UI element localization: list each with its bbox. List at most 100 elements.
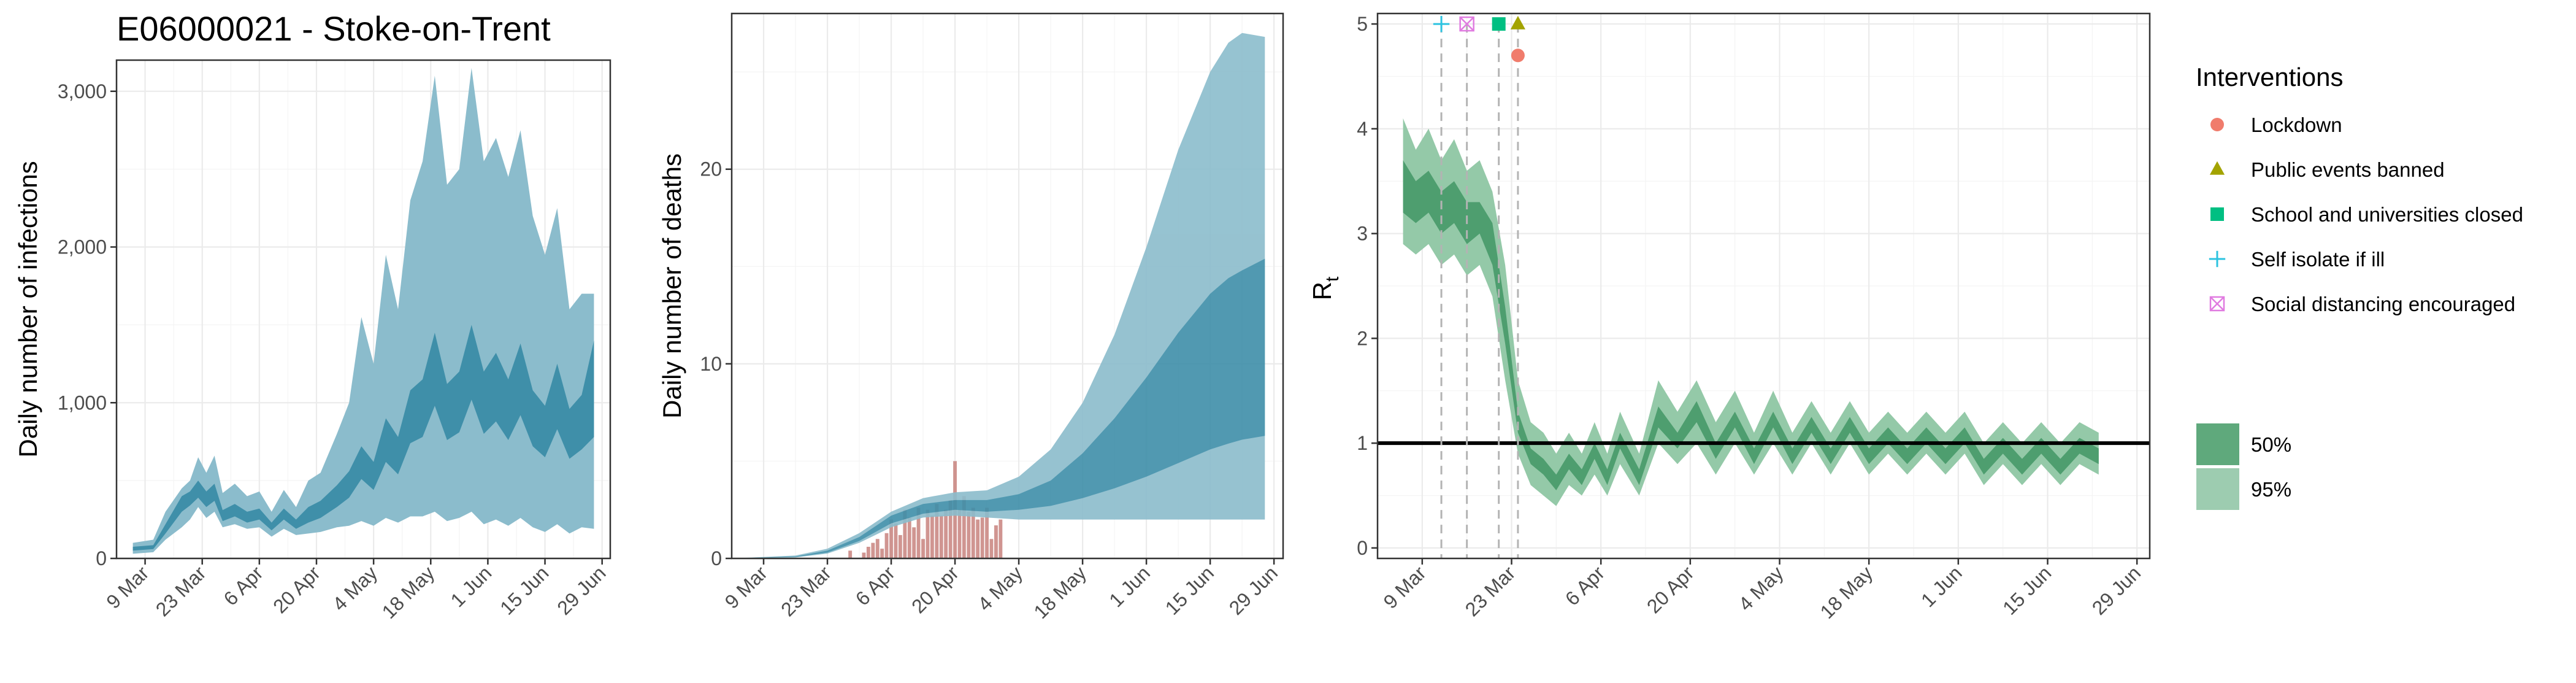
legend-key-plus [2209, 250, 2226, 268]
x-tick-label: 6 Apr [1561, 561, 1609, 610]
legend-key-circle [2210, 118, 2224, 131]
deaths-bar [944, 509, 948, 558]
y-tick-label: 5 [1357, 13, 1368, 35]
x-tick-label: 29 Jun [1225, 561, 1282, 619]
legend-item-label: Social distancing encouraged [2251, 293, 2515, 315]
deaths-bar [976, 519, 980, 558]
x-tick-label: 6 Apr [851, 561, 900, 610]
rt-y-label-sub: t [1322, 276, 1343, 282]
deaths-bar [875, 539, 880, 558]
x-tick-label: 15 Jun [1998, 561, 2055, 619]
y-tick-label: 4 [1357, 118, 1368, 140]
deaths-bar [994, 525, 998, 558]
deaths-bar [848, 550, 853, 558]
deaths-bar [898, 534, 902, 558]
x-tick-label: 9 Mar [1379, 561, 1430, 613]
deaths-bar [957, 509, 962, 558]
deaths-bar [916, 507, 921, 558]
rt-50-band [1403, 160, 2099, 491]
x-tick-label: 23 Mar [151, 561, 210, 620]
x-tick-label: 4 May [328, 561, 381, 615]
y-tick-label: 0 [711, 547, 722, 569]
deaths-bar [912, 527, 916, 558]
legend-key-boxx [2209, 296, 2225, 312]
plot-frame [1376, 12, 2151, 560]
legend-band-swatch [2196, 468, 2239, 510]
x-tick-label: 18 May [1815, 561, 1877, 623]
legend-item-label: Self isolate if ill [2251, 248, 2385, 271]
legend-title: Interventions [2196, 63, 2343, 91]
x-tick-label: 15 Jun [1161, 561, 1218, 619]
plot-frame [730, 12, 1284, 560]
legend-key-triangle [2209, 161, 2225, 175]
deaths-bar [967, 511, 971, 558]
deaths-bar [980, 517, 984, 558]
deaths-bar [989, 539, 994, 558]
y-tick-label: 3,000 [58, 80, 107, 102]
intervention-marker [1433, 15, 1450, 33]
x-tick-label: 1 Jun [447, 561, 496, 611]
infections-y-label: Daily number of infections [13, 161, 42, 457]
legend-key-square [2210, 207, 2224, 221]
deaths-bar [930, 515, 934, 558]
infections-95-band [132, 68, 594, 554]
deaths-bar [907, 517, 911, 558]
deaths-bar [921, 539, 925, 558]
y-tick-label: 0 [1357, 537, 1368, 559]
deaths-bar [889, 519, 893, 558]
deaths-y-label: Daily number of deaths [657, 153, 686, 419]
x-tick-label: 23 Mar [1461, 561, 1520, 620]
x-tick-label: 29 Jun [553, 561, 610, 619]
x-tick-label: 18 May [378, 561, 439, 623]
deaths-bar [985, 507, 989, 558]
deaths-panel: 0 10 20 9 Mar 23 Mar 6 Apr 20 Apr 4 May 18 May 1 … [657, 12, 1284, 623]
infections-50-band [132, 325, 594, 551]
deaths-bar [971, 507, 975, 558]
x-tick-label: 1 Jun [1917, 561, 1966, 611]
legend-band-swatch [2196, 423, 2239, 465]
y-tick-label: 3 [1357, 223, 1368, 245]
legend-item-label: School and universities closed [2251, 203, 2523, 226]
x-tick-label: 20 Apr [269, 561, 324, 617]
intervention-marker [1459, 16, 1474, 32]
x-tick-label: 9 Mar [721, 561, 772, 613]
plot-frame [115, 59, 611, 560]
y-tick-label: 2 [1357, 327, 1368, 349]
deaths-bar [871, 542, 875, 558]
figure-title: E06000021 - Stoke-on-Trent [117, 9, 551, 48]
intervention-marker [1510, 15, 1526, 29]
x-tick-label: 1 Jun [1105, 561, 1154, 611]
legend-item-label: Lockdown [2251, 114, 2342, 136]
rt-y-label: Rt [1308, 276, 1343, 300]
y-tick-label: 2,000 [58, 236, 107, 258]
deaths-bar [880, 549, 884, 558]
y-tick-label: 20 [700, 158, 722, 180]
y-tick-label: 1 [1357, 432, 1368, 454]
deaths-bar [948, 500, 953, 558]
deaths-50-band [732, 258, 1265, 558]
rt-95-band [1403, 118, 2099, 506]
intervention-marker [1492, 17, 1506, 31]
deaths-bar [939, 515, 943, 558]
y-tick-label: 10 [700, 353, 722, 375]
intervention-marker [1511, 48, 1525, 63]
x-tick-label: 20 Apr [907, 561, 963, 617]
legend-item-label: Public events banned [2251, 158, 2445, 181]
y-tick-label: 0 [96, 547, 107, 569]
x-tick-label: 23 Mar [776, 561, 835, 620]
x-tick-label: 15 Jun [496, 561, 553, 619]
legend-band-label: 50% [2251, 433, 2291, 456]
x-tick-label: 20 Apr [1643, 561, 1698, 617]
deaths-bar [962, 496, 966, 558]
x-tick-label: 9 Mar [102, 561, 153, 613]
x-tick-label: 6 Apr [220, 561, 268, 610]
deaths-bar [903, 509, 907, 558]
legend: Interventions Lockdown Public events bann… [2196, 63, 2523, 510]
deaths-bar [866, 547, 870, 558]
y-tick-label: 1,000 [58, 392, 107, 414]
rt-panel: 0 1 2 3 4 5 9 Mar 23 Mar 6 Apr 20 Apr 4 May 18 May 1… [1308, 12, 2151, 623]
x-tick-label: 18 May [1029, 561, 1091, 623]
deaths-bar [935, 504, 939, 558]
